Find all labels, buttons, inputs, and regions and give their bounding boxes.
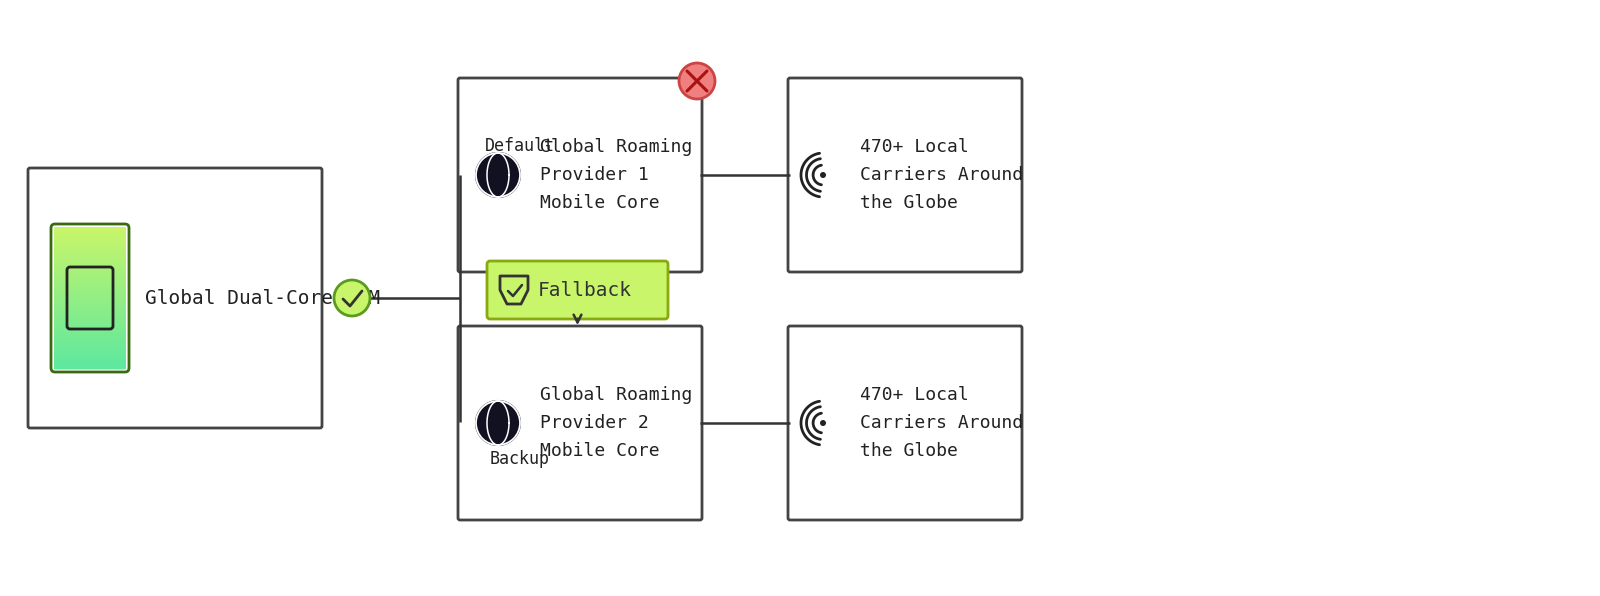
FancyBboxPatch shape <box>54 290 126 296</box>
Circle shape <box>334 280 370 316</box>
FancyBboxPatch shape <box>54 304 126 310</box>
FancyBboxPatch shape <box>458 78 702 272</box>
FancyBboxPatch shape <box>54 339 126 345</box>
Text: Global Roaming
Provider 1
Mobile Core: Global Roaming Provider 1 Mobile Core <box>541 138 693 212</box>
Circle shape <box>477 153 520 197</box>
FancyBboxPatch shape <box>54 265 126 272</box>
Text: Global Roaming
Provider 2
Mobile Core: Global Roaming Provider 2 Mobile Core <box>541 386 693 460</box>
FancyBboxPatch shape <box>54 262 126 268</box>
FancyBboxPatch shape <box>54 269 126 275</box>
FancyBboxPatch shape <box>29 168 322 428</box>
FancyBboxPatch shape <box>54 259 126 265</box>
FancyBboxPatch shape <box>54 308 126 313</box>
Circle shape <box>819 420 826 426</box>
Text: Global Dual-Core SIM: Global Dual-Core SIM <box>146 288 381 308</box>
FancyBboxPatch shape <box>54 241 126 247</box>
FancyBboxPatch shape <box>54 287 126 293</box>
FancyBboxPatch shape <box>54 293 126 300</box>
FancyBboxPatch shape <box>54 349 126 355</box>
FancyBboxPatch shape <box>54 255 126 261</box>
FancyBboxPatch shape <box>54 276 126 282</box>
FancyBboxPatch shape <box>458 326 702 520</box>
FancyBboxPatch shape <box>54 252 126 257</box>
Circle shape <box>819 172 826 178</box>
FancyBboxPatch shape <box>54 300 126 306</box>
FancyArrowPatch shape <box>574 315 581 322</box>
FancyBboxPatch shape <box>54 272 126 278</box>
FancyBboxPatch shape <box>54 248 126 254</box>
FancyBboxPatch shape <box>54 364 126 370</box>
FancyBboxPatch shape <box>54 234 126 240</box>
FancyBboxPatch shape <box>54 360 126 366</box>
FancyBboxPatch shape <box>486 261 669 319</box>
FancyBboxPatch shape <box>54 343 126 349</box>
FancyBboxPatch shape <box>54 336 126 342</box>
FancyBboxPatch shape <box>54 311 126 317</box>
Text: 470+ Local
Carriers Around
the Globe: 470+ Local Carriers Around the Globe <box>861 386 1022 460</box>
FancyBboxPatch shape <box>54 325 126 331</box>
Text: 470+ Local
Carriers Around
the Globe: 470+ Local Carriers Around the Globe <box>861 138 1022 212</box>
FancyBboxPatch shape <box>54 227 126 233</box>
FancyBboxPatch shape <box>54 244 126 250</box>
FancyBboxPatch shape <box>54 332 126 338</box>
Text: Fallback: Fallback <box>538 281 632 300</box>
FancyBboxPatch shape <box>54 318 126 324</box>
Text: Default: Default <box>485 137 555 155</box>
FancyBboxPatch shape <box>54 231 126 237</box>
FancyBboxPatch shape <box>54 237 126 244</box>
Text: Backup: Backup <box>490 450 550 468</box>
FancyBboxPatch shape <box>54 283 126 289</box>
FancyBboxPatch shape <box>54 353 126 359</box>
FancyBboxPatch shape <box>54 280 126 285</box>
FancyBboxPatch shape <box>54 356 126 362</box>
FancyBboxPatch shape <box>787 326 1022 520</box>
FancyBboxPatch shape <box>54 328 126 334</box>
FancyBboxPatch shape <box>54 315 126 321</box>
FancyBboxPatch shape <box>787 78 1022 272</box>
Circle shape <box>477 401 520 445</box>
FancyBboxPatch shape <box>54 346 126 352</box>
FancyBboxPatch shape <box>54 321 126 327</box>
Circle shape <box>678 63 715 99</box>
FancyBboxPatch shape <box>54 297 126 303</box>
